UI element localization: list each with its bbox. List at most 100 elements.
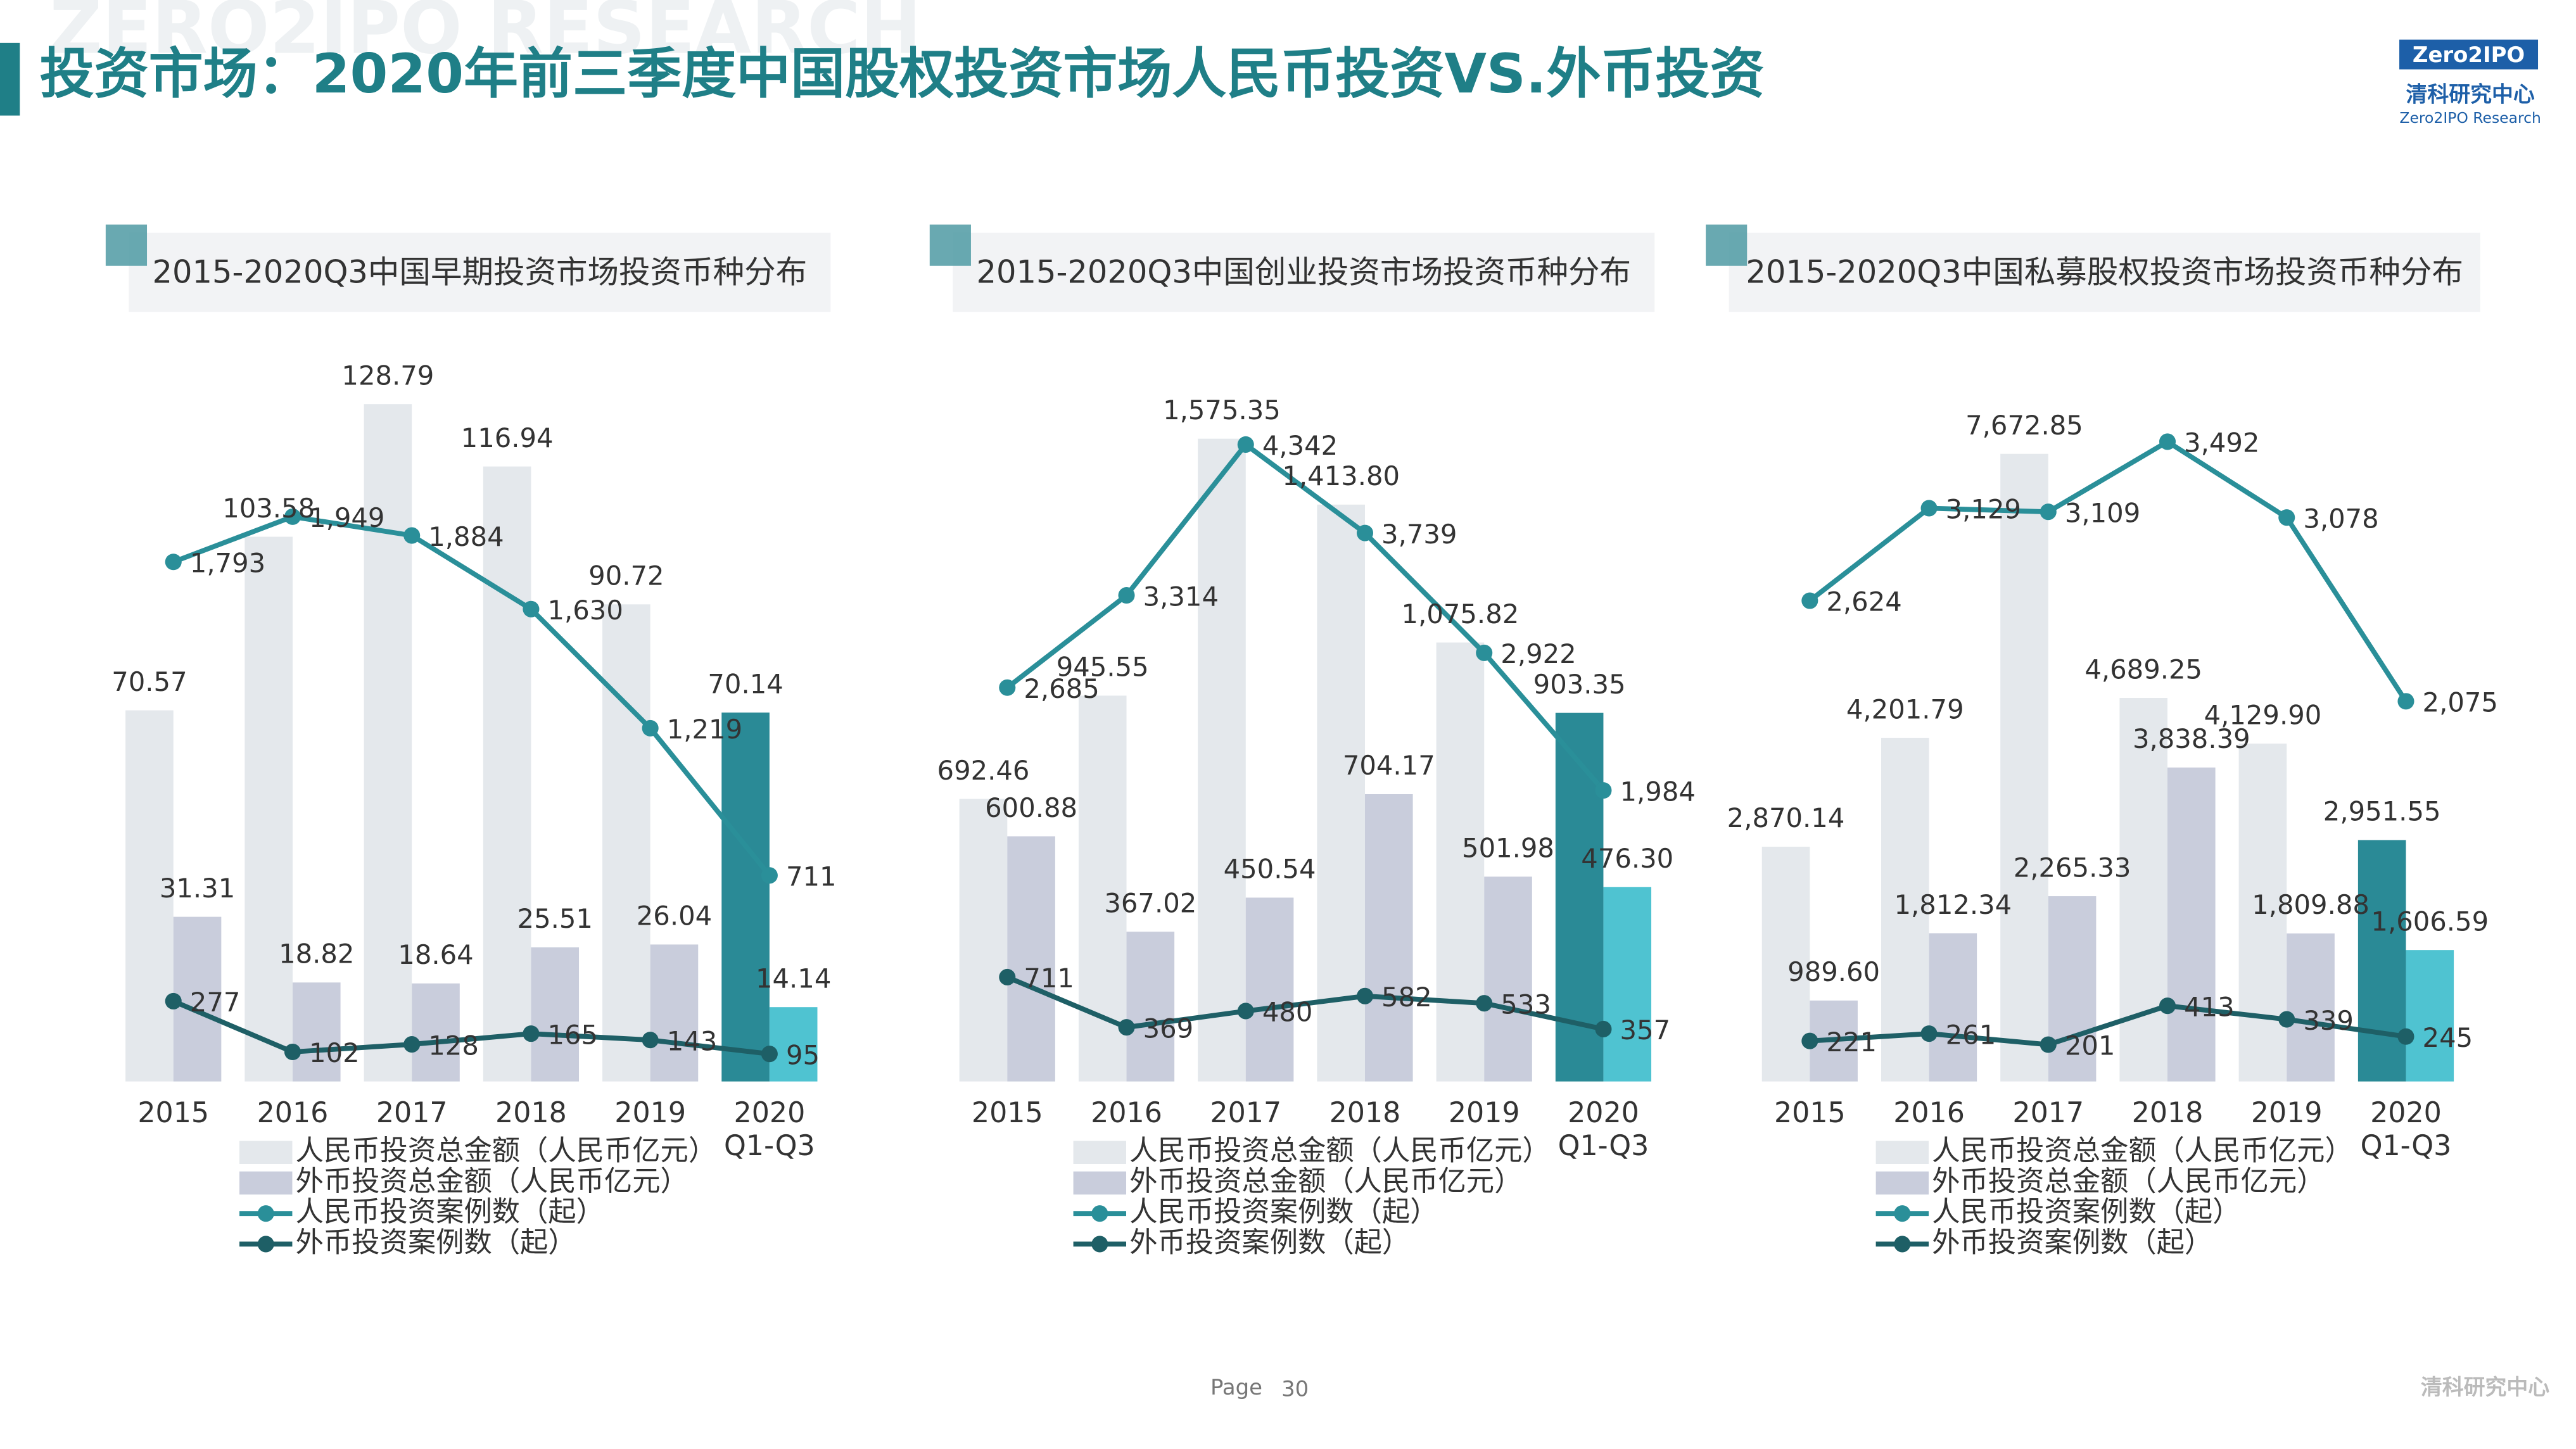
line-point <box>284 1043 301 1061</box>
legend-label: 外币投资案例数（起） <box>1932 1226 2212 1258</box>
data-label: 26.04 <box>637 901 712 932</box>
line-point <box>1237 1003 1254 1020</box>
x-tick-label: 2015 <box>972 1097 1043 1129</box>
data-label: 1,606.59 <box>2371 906 2489 937</box>
data-label: 450.54 <box>1224 854 1316 885</box>
bar <box>769 1007 818 1082</box>
data-label: 1,949 <box>309 502 384 533</box>
subtitle-mark <box>1706 224 1748 266</box>
x-tick-label: 2020 Q1-Q3 <box>1558 1097 1649 1162</box>
page-number: 30 <box>1281 1377 1309 1402</box>
legend-label: 人民币投资案例数（起） <box>1932 1196 2240 1228</box>
data-label: 7,672.85 <box>1965 410 2083 441</box>
data-label: 1,793 <box>190 547 265 578</box>
data-label: 476.30 <box>1581 843 1673 874</box>
data-label: 277 <box>190 987 241 1018</box>
data-label: 18.82 <box>279 939 354 970</box>
data-label: 2,265.33 <box>2014 852 2131 883</box>
data-label: 3,109 <box>2065 497 2140 528</box>
x-tick-label: 2017 <box>1210 1097 1281 1129</box>
legend-swatch <box>1073 1141 1127 1164</box>
bar <box>2119 698 2168 1082</box>
bar <box>1317 504 1365 1082</box>
legend-label: 外币投资总金额（人民币亿元） <box>1932 1165 2325 1198</box>
data-label: 711 <box>786 861 837 892</box>
line-point <box>1920 500 1938 517</box>
line-point <box>1476 995 1493 1012</box>
line <box>1005 441 1606 792</box>
subtitle-mark <box>929 224 971 266</box>
data-label: 3,739 <box>1381 519 1457 550</box>
legend-label: 人民币投资案例数（起） <box>296 1196 604 1228</box>
data-label: 1,812.34 <box>1894 889 2012 920</box>
subtitle-box <box>953 232 1655 312</box>
line-point <box>2397 693 2414 710</box>
legend-swatch <box>257 1236 274 1253</box>
chart-title: 2015-2020Q3中国创业投资市场投资币种分布 <box>976 253 1631 290</box>
line-point <box>999 968 1016 985</box>
line-point <box>2278 509 2295 526</box>
x-tick-label: 2019 <box>1449 1097 1520 1129</box>
line <box>1006 975 1604 1032</box>
line <box>1810 1003 2407 1047</box>
data-label: 1,884 <box>428 521 504 552</box>
x-tick-label: 2015 <box>1774 1097 1846 1129</box>
data-label: 501.98 <box>1462 833 1554 864</box>
data-label: 903.35 <box>1533 669 1626 700</box>
legend-swatch <box>239 1171 293 1195</box>
line-point <box>761 867 778 884</box>
line-point <box>284 508 301 525</box>
x-tick-label: 2016 <box>257 1097 329 1129</box>
data-label: 1,984 <box>1620 776 1696 807</box>
legend-label: 外币投资总金额（人民币亿元） <box>1129 1165 1522 1198</box>
legend-swatch <box>1894 1205 1911 1222</box>
x-tick-label: 2020 Q1-Q3 <box>724 1097 815 1162</box>
line <box>172 514 771 877</box>
data-label: 367.02 <box>1104 887 1196 918</box>
bar <box>1436 642 1485 1082</box>
line-point <box>1801 1032 1818 1049</box>
data-label: 711 <box>1024 963 1074 994</box>
data-label: 31.31 <box>160 873 235 904</box>
line-point <box>999 679 1016 696</box>
subtitle-mark <box>105 224 148 266</box>
data-label: 704.17 <box>1343 750 1435 781</box>
data-label: 945.55 <box>1056 652 1149 683</box>
data-label: 95 <box>786 1039 820 1070</box>
bar <box>2167 767 2216 1082</box>
data-label: 3,314 <box>1143 581 1219 612</box>
data-label: 2,685 <box>1024 673 1099 704</box>
legend-swatch <box>1875 1171 1929 1195</box>
data-label: 357 <box>1620 1015 1671 1046</box>
footer-brand: 清科研究中心 <box>2421 1375 2549 1400</box>
line-point <box>1595 1020 1612 1037</box>
bar <box>650 944 699 1082</box>
bar <box>292 982 341 1082</box>
bar <box>2000 453 2048 1082</box>
data-label: 70.14 <box>707 668 783 699</box>
bar <box>2048 896 2097 1082</box>
data-label: 369 <box>1143 1013 1194 1044</box>
data-label: 128.79 <box>341 360 434 391</box>
logo-cn: 清科研究中心 <box>2406 82 2535 107</box>
data-label: 2,951.55 <box>2323 796 2441 827</box>
line-point <box>1356 987 1374 1004</box>
line-point <box>2040 1036 2057 1053</box>
data-label: 25.51 <box>517 903 593 934</box>
bar <box>721 712 770 1082</box>
legend-swatch <box>1894 1236 1911 1253</box>
bar <box>125 710 174 1082</box>
data-label: 4,342 <box>1262 430 1338 461</box>
line-point <box>403 527 421 544</box>
data-label: 102 <box>309 1037 360 1068</box>
line-point <box>1476 644 1493 661</box>
legend-swatch <box>1875 1141 1929 1164</box>
legend-swatch <box>1091 1236 1108 1253</box>
legend-swatch <box>239 1141 293 1164</box>
line-point <box>165 554 182 571</box>
legend-swatch <box>1091 1205 1108 1222</box>
x-tick-label: 2016 <box>1893 1097 1965 1129</box>
legend-label: 外币投资案例数（起） <box>296 1226 576 1258</box>
x-tick-label: 2015 <box>137 1097 209 1129</box>
legend-label: 人民币投资总金额（人民币亿元） <box>1129 1135 1550 1167</box>
